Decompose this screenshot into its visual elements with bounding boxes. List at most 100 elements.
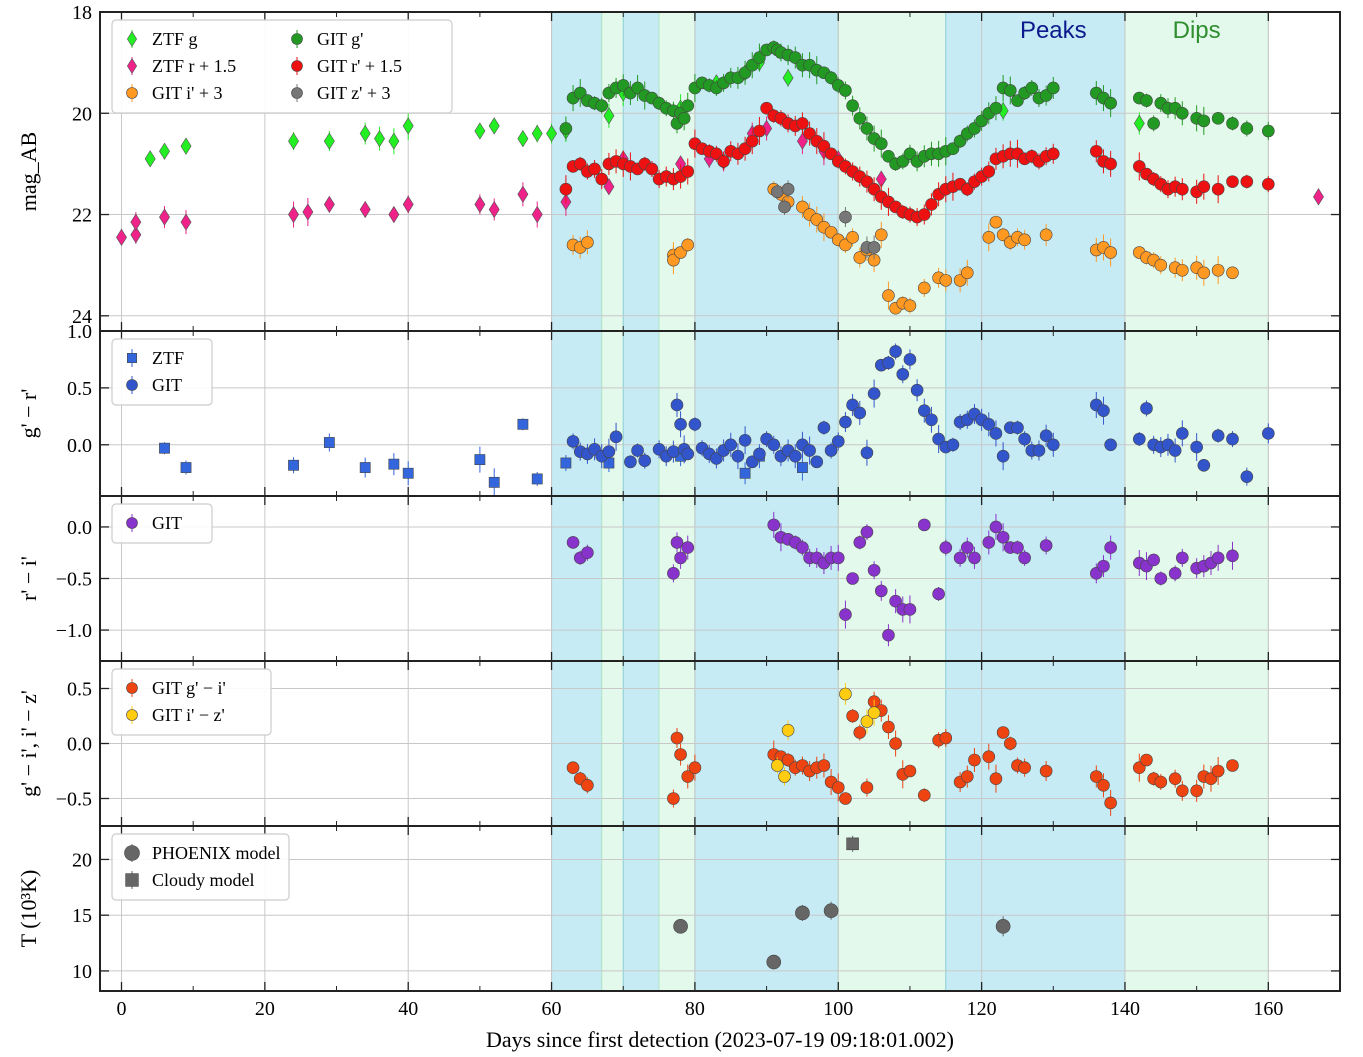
data-point xyxy=(874,584,888,598)
data-point xyxy=(323,437,335,448)
data-point xyxy=(1190,784,1203,798)
data-point xyxy=(667,792,680,805)
data-point xyxy=(1154,258,1168,272)
data-point xyxy=(631,444,644,457)
data-point xyxy=(824,444,838,457)
legend-marker xyxy=(126,31,138,47)
data-point xyxy=(867,241,881,254)
data-point xyxy=(1039,764,1053,778)
legend-marker xyxy=(126,682,138,694)
data-point xyxy=(1197,114,1211,128)
data-point xyxy=(910,383,924,397)
x-tick-label: 80 xyxy=(685,998,705,1020)
data-point xyxy=(488,200,500,219)
data-point xyxy=(1039,429,1053,442)
legend-label: GIT xyxy=(152,513,182,533)
legend-label: GIT i' + 3 xyxy=(152,83,223,103)
data-point xyxy=(946,438,960,452)
legend-label: GIT r' + 1.5 xyxy=(317,56,402,76)
data-point xyxy=(1176,427,1189,440)
legend-label: PHOENIX model xyxy=(152,843,281,863)
data-point xyxy=(731,449,745,463)
data-point xyxy=(1211,551,1225,565)
data-point xyxy=(996,726,1010,739)
legend-marker xyxy=(124,845,140,861)
data-point xyxy=(882,289,895,302)
data-point xyxy=(817,421,831,435)
data-point xyxy=(903,603,917,616)
data-point xyxy=(989,427,1003,440)
data-point xyxy=(860,122,874,135)
series-5-1 xyxy=(673,901,1011,970)
data-point xyxy=(939,541,953,554)
data-point xyxy=(681,165,695,178)
data-point xyxy=(681,238,695,252)
data-point xyxy=(323,132,335,150)
data-point xyxy=(1140,753,1153,767)
data-point xyxy=(1211,263,1225,277)
panel-2: 0.0 0.5 1.0 g' − r' ZTF GIT xyxy=(16,321,1341,497)
dip-region xyxy=(601,12,624,991)
data-point xyxy=(889,737,902,750)
data-point xyxy=(982,750,996,764)
data-point xyxy=(681,99,695,112)
data-point xyxy=(566,435,580,448)
data-point xyxy=(674,748,687,761)
y-tick-label: 20 xyxy=(72,849,92,871)
data-point xyxy=(130,226,142,244)
data-point xyxy=(1226,759,1239,772)
data-point xyxy=(581,546,594,560)
data-point xyxy=(1240,122,1254,135)
data-point xyxy=(982,418,996,431)
data-point xyxy=(853,726,867,739)
data-point xyxy=(1018,761,1031,775)
dip-region xyxy=(1124,12,1269,991)
series-3-1 xyxy=(566,511,1239,647)
data-point xyxy=(1097,778,1110,792)
legend-marker xyxy=(127,353,137,363)
data-point xyxy=(968,551,981,565)
annotation-dips: Dips xyxy=(1173,17,1221,44)
series-5-2 xyxy=(846,835,859,852)
data-point xyxy=(1039,539,1053,552)
data-point xyxy=(917,208,931,221)
data-point xyxy=(1104,246,1117,259)
legend-marker xyxy=(125,873,139,887)
series-2-2 xyxy=(566,343,1275,486)
data-point xyxy=(595,172,609,186)
data-point xyxy=(782,69,794,87)
data-point xyxy=(810,455,824,469)
data-point xyxy=(609,430,623,444)
data-point xyxy=(1197,458,1211,472)
legend-label: ZTF xyxy=(152,348,184,368)
data-point xyxy=(302,203,314,221)
data-point xyxy=(925,413,938,427)
series-1-6 xyxy=(771,180,881,260)
y-tick-label: −0.5 xyxy=(56,569,92,591)
legend-label: GIT i' − z' xyxy=(152,705,225,725)
legend-label: GIT z' + 3 xyxy=(317,83,391,103)
data-point xyxy=(867,563,881,577)
data-point xyxy=(839,687,852,701)
data-point xyxy=(1133,432,1146,446)
data-point xyxy=(581,236,594,249)
dip-region xyxy=(659,12,695,991)
series-1-3 xyxy=(566,181,1239,315)
data-point xyxy=(677,112,691,125)
data-point xyxy=(982,231,996,244)
data-point xyxy=(1211,429,1225,442)
data-point xyxy=(724,438,738,452)
data-point xyxy=(1262,124,1275,138)
data-point xyxy=(595,99,609,112)
data-point xyxy=(903,764,917,778)
data-point xyxy=(1104,96,1117,110)
data-point xyxy=(1262,177,1275,191)
y-tick-label: 1.0 xyxy=(67,321,92,343)
data-point xyxy=(116,228,127,246)
data-point xyxy=(323,195,335,214)
data-point xyxy=(1140,402,1153,415)
x-tick-label: 120 xyxy=(967,998,997,1020)
data-point xyxy=(839,210,852,224)
data-point xyxy=(960,266,974,280)
data-point xyxy=(939,731,953,745)
